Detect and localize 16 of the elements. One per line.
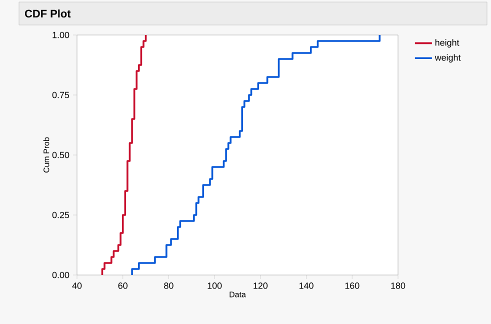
x-tick-label: 100 (208, 282, 222, 289)
x-tick-label: 160 (345, 282, 360, 289)
y-tick-label: 0.75 (52, 92, 70, 98)
chart-title: CDF Plot (24, 9, 71, 18)
x-tick-label: 120 (254, 282, 268, 289)
legend-label: weight (434, 54, 461, 63)
y-tick-label: 1.00 (52, 32, 70, 38)
y-tick-label: 0.50 (52, 152, 70, 158)
x-tick-label: 140 (300, 282, 314, 289)
y-tick-label: 0.25 (52, 212, 70, 218)
legend-label: height (435, 39, 460, 48)
x-tick-label: 40 (72, 282, 82, 289)
x-tick-label: 80 (164, 282, 174, 289)
x-tick-label: 60 (118, 282, 128, 289)
x-tick-label: 180 (391, 282, 406, 289)
y-tick-label: 0.00 (52, 272, 70, 278)
